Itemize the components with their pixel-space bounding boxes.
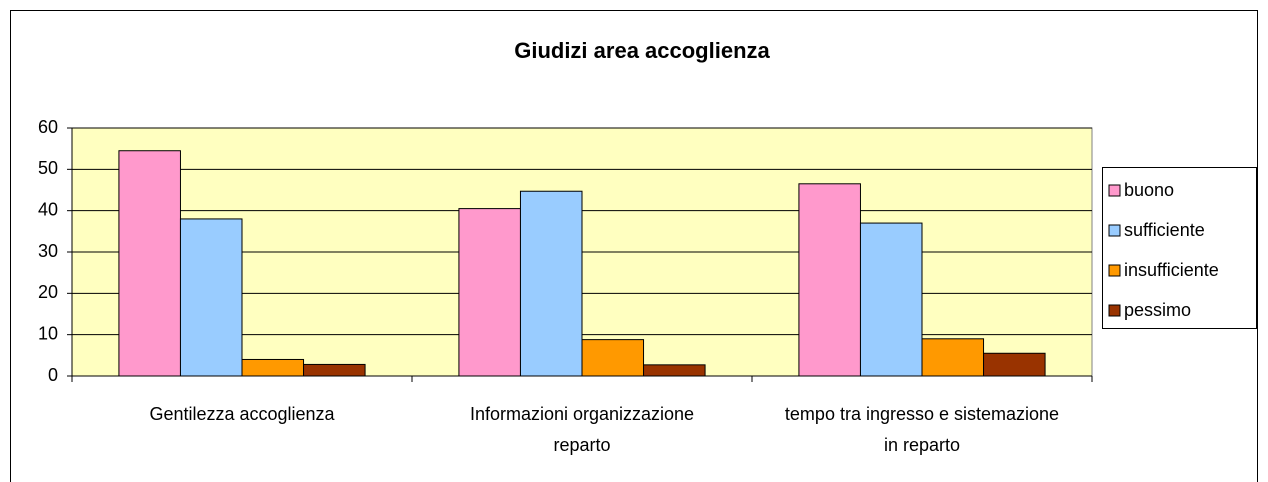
legend-label: insufficiente — [1124, 260, 1219, 280]
x-tick-label: tempo tra ingresso e sistemazione in rep… — [784, 404, 1060, 455]
y-tick-label: 60 — [38, 117, 58, 137]
legend-label: sufficiente — [1124, 220, 1205, 240]
chart-title: Giudizi area accoglienza — [514, 38, 770, 63]
x-tick-label: Gentilezza accoglienza — [149, 404, 335, 424]
x-tick-label: Informazioni organizzazione reparto — [469, 404, 695, 455]
bar — [303, 363, 366, 377]
legend-swatch — [1108, 184, 1121, 197]
bar — [643, 364, 706, 377]
legend-swatch — [1108, 264, 1121, 277]
bar — [519, 190, 583, 377]
bar — [241, 358, 305, 377]
legend-swatch — [1108, 224, 1121, 237]
y-tick-label: 10 — [38, 323, 58, 343]
y-tick-label: 50 — [38, 158, 58, 178]
legend-swatch — [1108, 304, 1121, 317]
bar — [859, 222, 923, 377]
bar — [921, 338, 985, 377]
bar — [581, 339, 645, 377]
y-tick-label: 40 — [38, 199, 58, 219]
legend-label: pessimo — [1124, 300, 1191, 320]
y-tick-label: 0 — [48, 365, 58, 385]
y-tick-label: 30 — [38, 241, 58, 261]
legend-label: buono — [1124, 180, 1174, 200]
bar — [179, 218, 243, 377]
bar — [983, 352, 1046, 377]
bar — [458, 208, 521, 377]
legend-box — [1102, 167, 1257, 329]
bar — [118, 150, 181, 377]
bar — [798, 183, 861, 377]
y-tick-label: 20 — [38, 282, 58, 302]
